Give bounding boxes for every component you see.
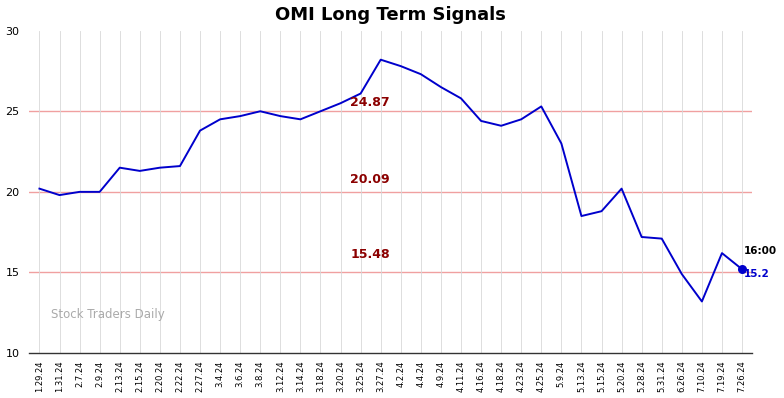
Text: Stock Traders Daily: Stock Traders Daily xyxy=(51,308,165,321)
Title: OMI Long Term Signals: OMI Long Term Signals xyxy=(275,6,506,23)
Text: 20.09: 20.09 xyxy=(350,174,390,186)
Text: 15.48: 15.48 xyxy=(350,248,390,261)
Point xyxy=(735,266,748,272)
Text: 24.87: 24.87 xyxy=(350,96,390,109)
Text: 16:00: 16:00 xyxy=(744,246,777,256)
Text: 15.2: 15.2 xyxy=(744,269,770,279)
